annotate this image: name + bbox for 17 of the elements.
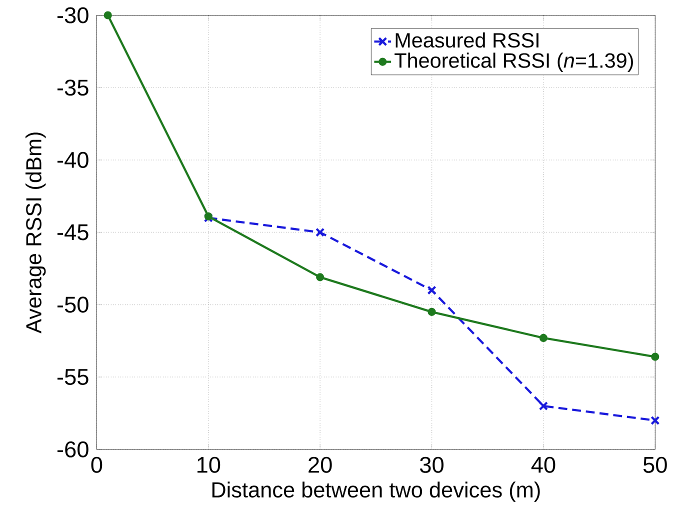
x-tick-label: 0 bbox=[91, 456, 102, 473]
x-tick-label: 20 bbox=[308, 456, 332, 473]
x-tick-label: 10 bbox=[198, 456, 220, 473]
x-tick-label: 50 bbox=[643, 456, 667, 473]
legend-label: Theoretical RSSI (n=1.39) bbox=[394, 52, 633, 72]
y-tick-label: -55 bbox=[57, 368, 88, 385]
y-tick-label: -30 bbox=[57, 6, 88, 24]
x-tick-label: 30 bbox=[420, 456, 444, 473]
x-axis-title: Distance between two devices (m) bbox=[212, 481, 540, 502]
x-tick-label: 40 bbox=[531, 456, 556, 473]
y-tick-label: -60 bbox=[57, 441, 88, 458]
y-tick-label: -35 bbox=[57, 79, 88, 96]
legend-label: Measured RSSI bbox=[396, 32, 538, 48]
y-tick-label: -45 bbox=[57, 224, 88, 240]
y-tick-label: -40 bbox=[57, 152, 88, 168]
y-tick-label: -50 bbox=[57, 296, 88, 312]
y-axis-title: Average RSSI (dBm) bbox=[26, 132, 46, 334]
